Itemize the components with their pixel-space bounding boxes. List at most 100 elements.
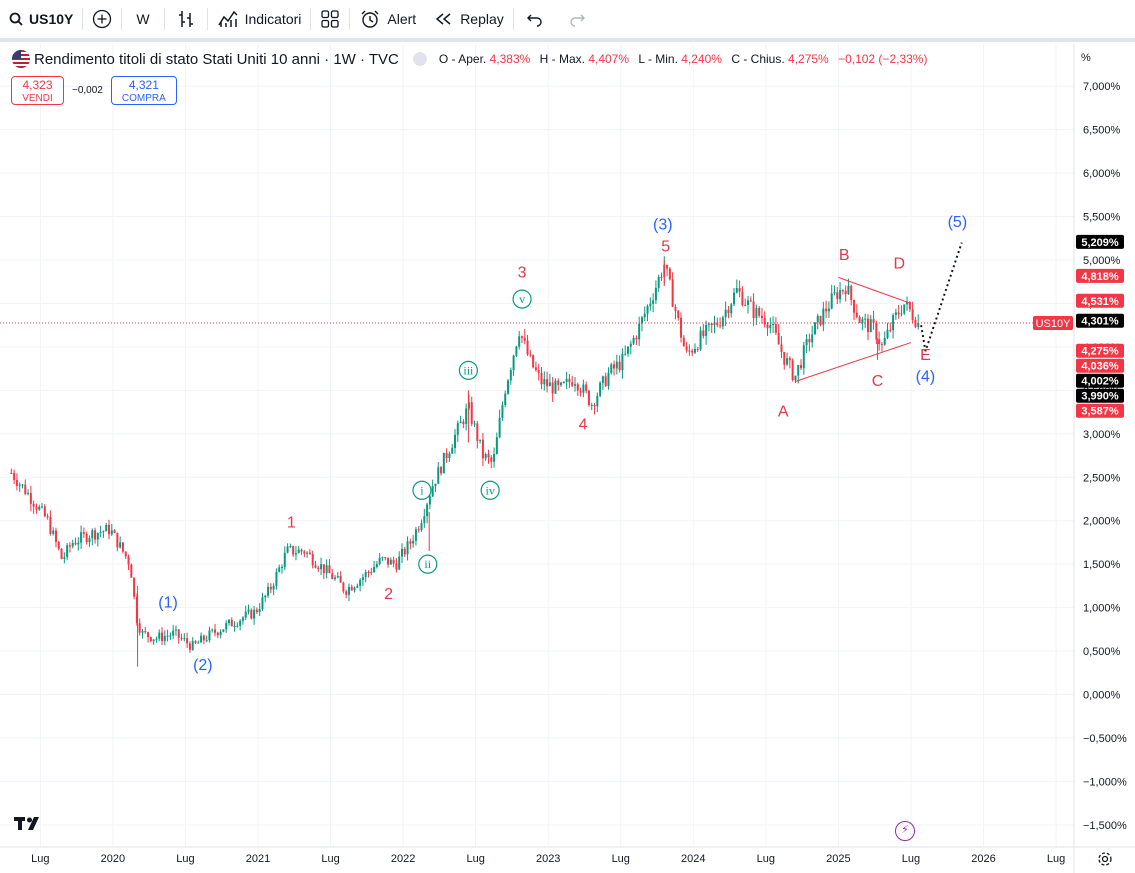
candle-body xyxy=(300,549,303,552)
x-tick-label: Lug xyxy=(612,853,630,865)
axis-unit-label[interactable]: % xyxy=(1081,52,1091,64)
candle-body xyxy=(21,484,24,486)
market-status-dot[interactable] xyxy=(412,52,427,66)
candle-body xyxy=(512,355,515,371)
candle-body xyxy=(853,300,856,313)
candle-body xyxy=(91,530,94,539)
candle-body xyxy=(774,323,777,333)
candle-body xyxy=(721,317,724,327)
chart-type-button[interactable] xyxy=(165,0,207,38)
x-tick-label: 2024 xyxy=(681,853,705,865)
candle-body xyxy=(322,564,325,574)
sell-button[interactable]: 4,323 VENDI xyxy=(11,76,64,105)
candle-body xyxy=(596,395,599,407)
candle-body xyxy=(406,541,409,555)
price-axis-bg xyxy=(1074,44,1135,873)
buy-button[interactable]: 4,321 COMPRA xyxy=(110,76,177,105)
candle-body xyxy=(587,390,590,406)
candle-body xyxy=(763,317,766,325)
y-tick-label: 7,000% xyxy=(1083,81,1121,93)
y-tick-label: 6,000% xyxy=(1083,168,1121,180)
wave-label: 1 xyxy=(287,515,296,532)
undo-icon xyxy=(526,14,542,27)
toolbar-divider xyxy=(349,8,351,30)
price-axis: 7,000%6,500%6,000%5,500%5,000%4,500%4,00… xyxy=(1033,44,1135,873)
candle-body xyxy=(306,552,309,554)
layouts-button[interactable] xyxy=(311,0,349,38)
candle-body xyxy=(334,577,337,579)
wave-label: (4) xyxy=(916,369,936,386)
undo-button[interactable] xyxy=(514,0,556,38)
replay-button[interactable]: Replay xyxy=(425,0,513,38)
candle-body xyxy=(18,484,21,486)
candle-body xyxy=(99,532,102,534)
candle-body xyxy=(551,382,554,394)
lightning-events-icon[interactable]: ⚡ xyxy=(895,821,915,841)
candle-body xyxy=(733,292,736,305)
candle-body xyxy=(724,309,727,318)
candle-body xyxy=(727,309,730,314)
candle-body xyxy=(640,317,643,324)
candle-body xyxy=(766,324,769,329)
wave-label: 2 xyxy=(384,586,393,603)
open-value: 4,383% xyxy=(489,52,531,66)
candle-body xyxy=(610,364,613,373)
candle-body xyxy=(124,551,127,557)
candle-body xyxy=(716,322,719,326)
wave-label: D xyxy=(894,256,906,273)
candle-body xyxy=(389,559,392,565)
y-tick-label: 2,000% xyxy=(1083,516,1121,528)
indicators-icon xyxy=(217,10,238,27)
candle-body xyxy=(657,276,660,288)
symbol-label: US10Y xyxy=(29,11,74,27)
candle-body xyxy=(593,404,596,407)
x-tick-label: Lug xyxy=(321,853,339,865)
candle-body xyxy=(783,351,786,365)
alert-label: Alert xyxy=(387,11,417,27)
candle-body xyxy=(412,540,415,544)
ohlc-values: O - Aper. 4,383% H - Max. 4,407% L - Min… xyxy=(439,52,934,66)
redo-button[interactable] xyxy=(556,0,598,38)
alert-button[interactable]: Alert xyxy=(350,0,425,38)
candle-body xyxy=(707,323,710,325)
symbol-search[interactable]: US10Y xyxy=(0,0,82,38)
candle-body xyxy=(546,379,549,387)
candle-body xyxy=(601,376,604,383)
buy-price: 4,321 xyxy=(128,78,159,92)
interval-button[interactable]: W xyxy=(122,0,163,38)
wave-label: B xyxy=(839,247,850,264)
chart-settings-button[interactable] xyxy=(1097,851,1113,872)
spread-value: −0,002 xyxy=(72,85,103,96)
candle-body xyxy=(858,317,861,323)
candle-body xyxy=(172,630,175,636)
buy-label: COMPRA xyxy=(121,93,166,104)
candle-body xyxy=(565,378,568,382)
candle-body xyxy=(85,533,88,543)
candle-body xyxy=(507,380,510,394)
candle-body xyxy=(467,402,470,409)
candle-body xyxy=(60,548,63,559)
candle-body xyxy=(473,423,476,425)
change-value: −0,102 (−2,33%) xyxy=(838,52,928,66)
candle-body xyxy=(440,467,443,474)
candle-body xyxy=(629,343,632,347)
indicators-button[interactable]: Indicatori xyxy=(208,0,311,38)
compare-button[interactable] xyxy=(83,0,121,38)
candle-body xyxy=(777,332,780,345)
candle-body xyxy=(839,290,842,300)
candle-body xyxy=(437,467,440,484)
candle-body xyxy=(805,338,808,346)
candle-body xyxy=(395,563,398,570)
tradingview-logo[interactable] xyxy=(14,815,46,838)
candle-body xyxy=(699,330,702,350)
candle-body xyxy=(719,325,722,327)
candle-body xyxy=(339,575,342,583)
candle-body xyxy=(780,344,783,352)
candle-body xyxy=(576,384,579,391)
candle-body xyxy=(130,564,133,578)
candle-body xyxy=(889,329,892,331)
candle-body xyxy=(166,635,169,637)
low-label: L - Min. xyxy=(638,52,678,66)
candle-body xyxy=(303,551,306,554)
